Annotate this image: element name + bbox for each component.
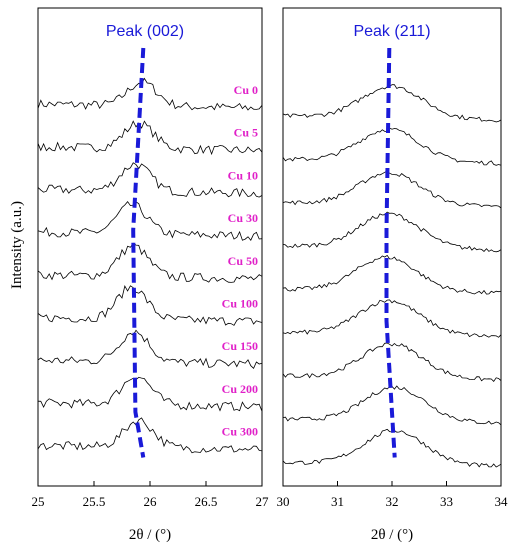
sample-label: Cu 50 xyxy=(228,254,258,268)
xrd-trace-002-3 xyxy=(37,162,263,198)
x-tick-label: 31 xyxy=(331,494,344,509)
panel-title-002: Peak (002) xyxy=(106,23,184,40)
xrd-trace-002-6 xyxy=(37,285,263,326)
x-tick-label: 27 xyxy=(256,494,270,509)
sample-label: Cu 150 xyxy=(222,339,258,353)
xrd-trace-002-5 xyxy=(37,242,263,283)
xrd-trace-002-8 xyxy=(37,376,263,412)
x-tick-label: 33 xyxy=(440,494,453,509)
panel-peak-002: Cu 0 Cu 5 Cu 10 Cu 30 Cu 50 Cu 100 Cu 150 Cu 20… xyxy=(32,7,270,543)
xrd-trace-002-7 xyxy=(37,329,263,369)
sample-label: Cu 10 xyxy=(228,168,258,182)
xrd-trace-211-6 xyxy=(282,299,502,338)
x-tick-label: 30 xyxy=(277,494,290,509)
xrd-trace-211-8 xyxy=(282,385,502,426)
x-tick-label: 34 xyxy=(495,494,509,509)
sample-label: Cu 200 xyxy=(222,382,258,396)
x-axis-title-002: 2θ / (°) xyxy=(129,527,171,543)
sample-label: Cu 30 xyxy=(228,211,258,225)
plot-frame-002 xyxy=(37,7,263,487)
x-tick-label: 26 xyxy=(144,494,158,509)
x-axis-title-211: 2θ / (°) xyxy=(371,527,413,543)
x-tick-label: 32 xyxy=(386,494,399,509)
xrd-trace-002-2 xyxy=(37,120,263,156)
panel-peak-211: 30 31 32 33 34 Peak (211) 2θ / (°) xyxy=(277,7,509,543)
sample-label: Cu 0 xyxy=(234,83,258,97)
xrd-trace-002-9 xyxy=(37,417,263,454)
y-axis-title: Intensity (a.u.) xyxy=(9,201,25,289)
x-tick-label: 25.5 xyxy=(83,494,106,509)
xrd-trace-211-3 xyxy=(282,170,502,209)
xrd-trace-211-9 xyxy=(282,428,502,468)
sample-label: Cu 5 xyxy=(234,126,258,140)
xrd-trace-002-4 xyxy=(37,201,263,241)
peak-shift-line-002 xyxy=(131,47,146,458)
xrd-trace-211-2 xyxy=(282,127,502,166)
x-tick-label: 25 xyxy=(32,494,45,509)
xrd-trace-211-7 xyxy=(282,342,502,383)
sample-label: Cu 300 xyxy=(222,425,258,439)
panel-title-211: Peak (211) xyxy=(353,23,430,40)
x-tick-label: 26.5 xyxy=(195,494,218,509)
sample-label: Cu 100 xyxy=(222,297,258,311)
xrd-trace-211-5 xyxy=(282,254,502,295)
xrd-trace-211-4 xyxy=(282,211,502,253)
xrd-trace-002-1 xyxy=(37,77,263,111)
xrd-trace-211-1 xyxy=(282,84,502,123)
peak-shift-line-211 xyxy=(384,47,397,458)
